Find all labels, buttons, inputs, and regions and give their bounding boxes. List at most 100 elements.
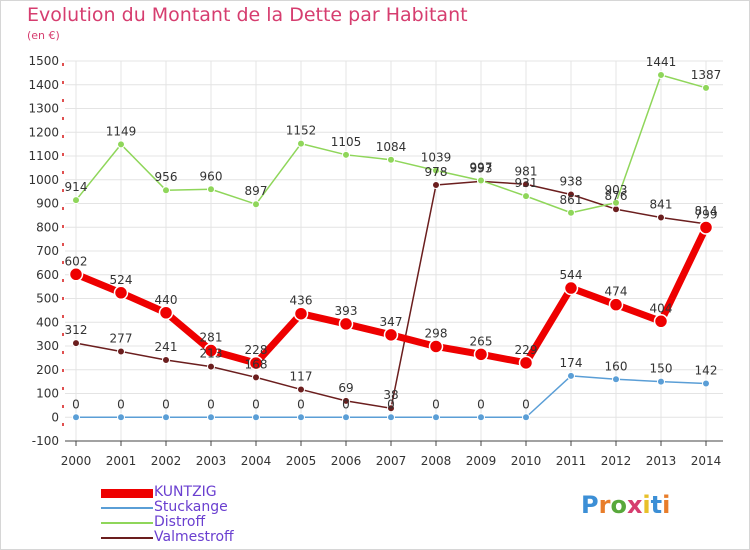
data-point-distroff: [252, 200, 260, 209]
data-point-distroff: [702, 83, 710, 92]
data-label-kuntzig: 524: [110, 273, 133, 287]
data-point-distroff: [342, 150, 350, 159]
data-markers: [68, 71, 714, 422]
y-tick-label: 0: [51, 410, 59, 424]
data-point-kuntzig: [68, 267, 84, 282]
data-point-distroff: [657, 71, 665, 80]
data-label-distroff: 1105: [331, 135, 362, 149]
data-label-kuntzig: 799: [695, 207, 718, 221]
data-label-distroff: 960: [200, 169, 223, 183]
data-label-distroff: 1387: [691, 68, 722, 82]
data-label-stuckange: 0: [477, 397, 485, 411]
data-point-valmestroff: [252, 373, 260, 382]
data-label-kuntzig: 228: [245, 343, 268, 357]
data-point-kuntzig: [608, 297, 624, 312]
x-tick-label: 2009: [466, 454, 497, 468]
data-label-valmestroff: 938: [560, 174, 583, 188]
y-tick-label: -100: [32, 434, 59, 448]
data-point-valmestroff: [522, 180, 530, 189]
data-point-stuckange: [72, 413, 80, 422]
logo-letter: P: [581, 491, 599, 519]
data-label-valmestroff: 213: [200, 347, 223, 361]
x-tick-label: 2011: [556, 454, 587, 468]
y-tick-label: 800: [36, 220, 59, 234]
x-tick-label: 2004: [241, 454, 272, 468]
data-point-kuntzig: [473, 347, 489, 362]
legend-item-kuntzig: KUNTZIG: [101, 485, 301, 500]
data-point-stuckange: [657, 377, 665, 386]
x-tick-label: 2005: [286, 454, 317, 468]
logo-letter: t: [650, 491, 663, 519]
data-point-kuntzig: [698, 220, 714, 235]
gridlines: [65, 60, 723, 442]
data-label-kuntzig: 474: [605, 285, 628, 299]
data-point-stuckange: [702, 379, 710, 388]
data-label-stuckange: 0: [117, 397, 125, 411]
y-tick-label: 300: [36, 339, 59, 353]
data-label-distroff: 1039: [421, 150, 452, 164]
data-label-distroff: 1152: [286, 124, 317, 138]
data-point-kuntzig: [653, 314, 669, 329]
legend-item-stuckange: Stuckange: [101, 500, 301, 515]
data-point-stuckange: [432, 413, 440, 422]
data-point-valmestroff: [342, 396, 350, 405]
y-tick-label: 700: [36, 244, 59, 258]
data-point-kuntzig: [383, 327, 399, 343]
data-label-stuckange: 150: [650, 362, 673, 376]
data-point-distroff: [522, 192, 530, 201]
data-label-valmestroff: 814: [695, 204, 718, 218]
logo-letter: x: [626, 491, 643, 519]
data-point-valmestroff: [162, 356, 170, 365]
x-tick-label: 2013: [646, 454, 677, 468]
legend-item-distroff: Distroff: [101, 515, 301, 530]
data-label-stuckange: 0: [342, 397, 350, 411]
data-point-distroff: [387, 155, 395, 164]
data-label-valmestroff: 841: [650, 198, 673, 212]
data-point-valmestroff: [207, 362, 215, 371]
data-label-valmestroff: 277: [110, 331, 133, 345]
x-tick-label: 2007: [376, 454, 407, 468]
data-label-valmestroff: 168: [245, 357, 268, 371]
data-label-distroff: 1441: [646, 55, 677, 69]
data-point-stuckange: [117, 413, 125, 422]
y-tick-label: 1500: [28, 54, 59, 68]
legend-item-valmestroff: Valmestroff: [101, 530, 301, 545]
data-label-kuntzig: 265: [470, 334, 493, 348]
data-label-valmestroff: 241: [155, 340, 178, 354]
x-tick-label: 2001: [106, 454, 137, 468]
data-labels: 312 277 241 213 168 117 69 38 978 993 981 938 876 841…: [65, 55, 722, 411]
x-tick-label: 2008: [421, 454, 452, 468]
logo-letter: o: [610, 491, 627, 519]
data-point-kuntzig: [293, 306, 309, 321]
y-tick-label: 900: [36, 197, 59, 211]
data-point-valmestroff: [297, 385, 305, 394]
data-label-kuntzig: 602: [65, 254, 88, 268]
x-tick-label: 2012: [601, 454, 632, 468]
data-label-kuntzig: 229: [515, 343, 538, 357]
data-point-stuckange: [387, 413, 395, 422]
data-label-stuckange: 0: [432, 397, 440, 411]
y-tick-label: 1000: [28, 173, 59, 187]
data-label-kuntzig: 347: [380, 315, 403, 329]
data-label-stuckange: 160: [605, 359, 628, 373]
data-point-stuckange: [477, 413, 485, 422]
legend-label-distroff: Distroff: [154, 514, 206, 530]
data-label-valmestroff: 876: [605, 189, 628, 203]
chart-title: Evolution du Montant de la Dette par Hab…: [27, 4, 468, 26]
data-label-distroff: 997: [470, 160, 493, 174]
data-label-kuntzig: 281: [200, 331, 223, 345]
legend-swatch-stuckange: [101, 507, 153, 509]
y-tick-label: 600: [36, 268, 59, 282]
data-label-stuckange: 0: [387, 397, 395, 411]
x-tick-label: 2006: [331, 454, 362, 468]
data-point-kuntzig: [248, 355, 264, 371]
data-point-kuntzig: [158, 305, 174, 320]
y-tick-label: 200: [36, 363, 59, 377]
data-point-distroff: [432, 166, 440, 175]
legend: KUNTZIG Stuckange Distroff Valmestroff: [101, 485, 301, 545]
data-point-stuckange: [522, 413, 530, 422]
data-label-distroff: 956: [155, 170, 178, 184]
x-tick-label: 2014: [691, 454, 722, 468]
y-tick-label: 500: [36, 292, 59, 306]
